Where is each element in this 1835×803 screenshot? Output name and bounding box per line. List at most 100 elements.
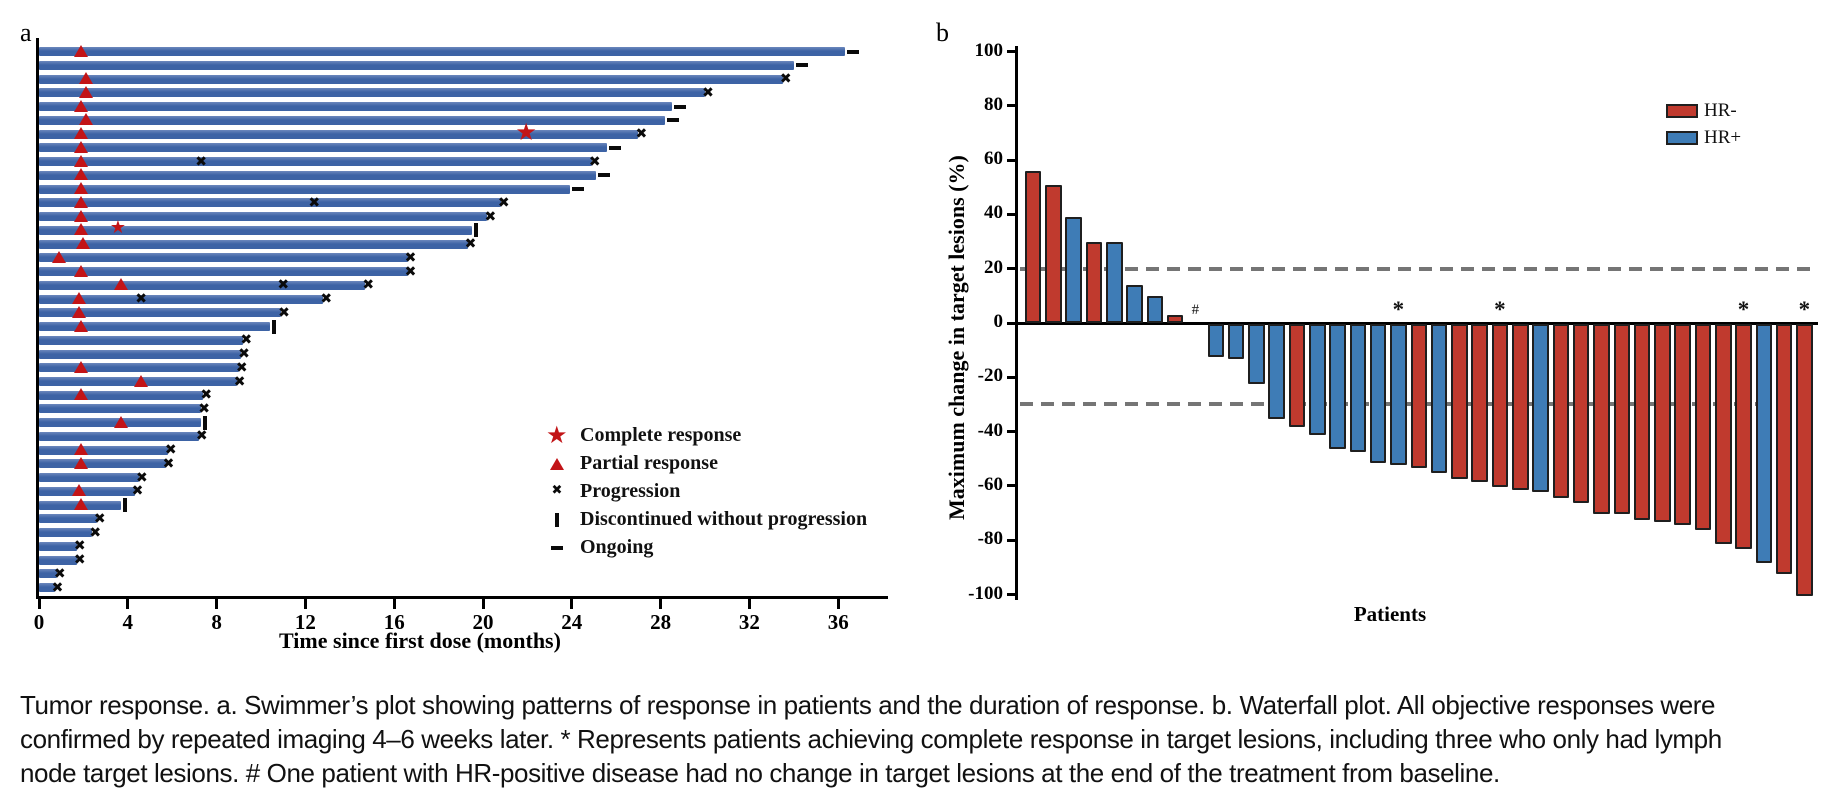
swimmer-bar (39, 280, 366, 290)
progression-x-icon: ✖ (195, 153, 207, 170)
swimmer-bar (39, 157, 592, 167)
y-tick-label: 0 (993, 311, 1004, 332)
y-tick (1007, 375, 1016, 379)
progression-x-icon: ✖ (51, 579, 64, 596)
waterfall-bar (1085, 241, 1103, 323)
waterfall-bar (1390, 324, 1407, 466)
caption-line: node target lesions. # One patient with … (20, 758, 1500, 788)
waterfall-bar (1166, 314, 1184, 323)
partial-response-triangle-icon (74, 388, 89, 401)
waterfall-bar (1288, 324, 1306, 428)
progression-x-icon: ✖ (198, 400, 210, 417)
progression-x-icon: ✖ (277, 277, 290, 294)
swimmer-bar (39, 102, 672, 112)
progression-x-icon: ✖ (73, 538, 86, 555)
legend-label: Progression (580, 480, 681, 502)
swimmer-bar (39, 390, 204, 400)
y-tick-label: 100 (974, 39, 1004, 61)
progression-x-icon: ✖ (233, 373, 246, 390)
x-tick-label: 36 (827, 610, 849, 634)
panel-b-label: b (936, 18, 949, 47)
swimmer-bar (39, 143, 608, 153)
waterfall-bar (1512, 324, 1529, 490)
waterfall-bar (1796, 324, 1813, 596)
waterfall-bar (1491, 324, 1509, 487)
waterfall-bar (1369, 324, 1387, 463)
x-tick-label: 20 (472, 610, 494, 634)
discontinued-bar-icon (203, 415, 208, 430)
swimmer-bar (39, 253, 408, 263)
progression-x-icon: ✖ (484, 208, 497, 225)
x-tick (659, 599, 663, 609)
no-change-hash-annotation: # (1191, 302, 1200, 318)
swimmer-bar (39, 225, 472, 235)
swimmer-bar (39, 267, 408, 276)
complete-response-asterisk-annotation: * (1798, 297, 1811, 322)
swimmer-bar (39, 555, 77, 565)
progression-x-icon: ✖ (240, 332, 253, 349)
y-tick (1007, 430, 1016, 434)
partial-response-triangle-icon (74, 195, 89, 208)
legend-x-icon: ✖ (551, 483, 563, 498)
x-tick (836, 599, 840, 609)
partial-response-triangle-icon (72, 292, 86, 304)
waterfall-bar (1471, 324, 1488, 482)
legend-swatch (1666, 131, 1698, 145)
x-tick-label: 16 (383, 610, 405, 634)
partial-response-triangle-icon (78, 72, 93, 85)
swimmer-bar (39, 431, 199, 441)
discontinued-bar-icon (473, 223, 478, 238)
ongoing-dash-icon (795, 63, 808, 68)
partial-response-triangle-icon (74, 99, 89, 112)
x-tick-label: 28 (650, 610, 672, 634)
y-tick-label: -80 (977, 528, 1003, 550)
swimmer-bar (39, 129, 639, 139)
waterfall-bar (1775, 324, 1793, 574)
swimmer-bar (39, 486, 135, 496)
swimmer-bar (39, 198, 501, 208)
swimmer-bar (39, 212, 488, 222)
swimmer-bar (39, 459, 166, 469)
partial-response-triangle-icon (76, 237, 91, 250)
reference-dashed-line (1020, 266, 1816, 271)
partial-response-triangle-icon (74, 456, 89, 469)
y-tick (1007, 104, 1016, 108)
swimmer-bar (39, 528, 93, 538)
partial-response-triangle-icon (114, 415, 129, 428)
legend-discontinued-icon (555, 513, 559, 527)
waterfall-bar (1715, 324, 1732, 544)
partial-response-triangle-icon (74, 319, 89, 332)
waterfall-bar (1410, 324, 1427, 468)
caption-line: confirmed by repeated imaging 4–6 weeks … (20, 724, 1722, 754)
y-tick-label: -100 (968, 582, 1003, 604)
legend-label: Partial response (580, 452, 718, 474)
swimmer-bar (39, 569, 57, 579)
swimmer-bar (39, 445, 168, 455)
waterfall-bar (1451, 324, 1468, 479)
x-tick (215, 599, 219, 609)
swimmer-bar (39, 349, 241, 359)
x-tick (37, 599, 41, 609)
progression-x-icon: ✖ (362, 277, 375, 294)
progression-x-icon: ✖ (779, 71, 792, 88)
swimmer-bar (39, 88, 705, 98)
x-tick (303, 599, 307, 609)
swimmer-bar (39, 60, 794, 70)
complete-response-asterisk-annotation: * (1392, 297, 1405, 322)
swimmer-bar (39, 74, 783, 84)
waterfall-bar (1593, 324, 1610, 514)
complete-response-asterisk-annotation: * (1494, 297, 1506, 322)
y-tick (1007, 593, 1016, 596)
progression-x-icon: ✖ (308, 194, 321, 211)
waterfall-bar (1654, 324, 1671, 523)
legend-label: Ongoing (580, 536, 654, 558)
ongoing-dash-icon (846, 49, 859, 54)
x-tick (392, 599, 396, 609)
ongoing-dash-icon (673, 104, 686, 109)
swimmer-bar (39, 47, 845, 57)
x-tick-label: 8 (211, 610, 222, 634)
swimmer-bar (39, 170, 597, 180)
waterfall-bar (1633, 324, 1651, 520)
progression-x-icon: ✖ (702, 84, 714, 101)
